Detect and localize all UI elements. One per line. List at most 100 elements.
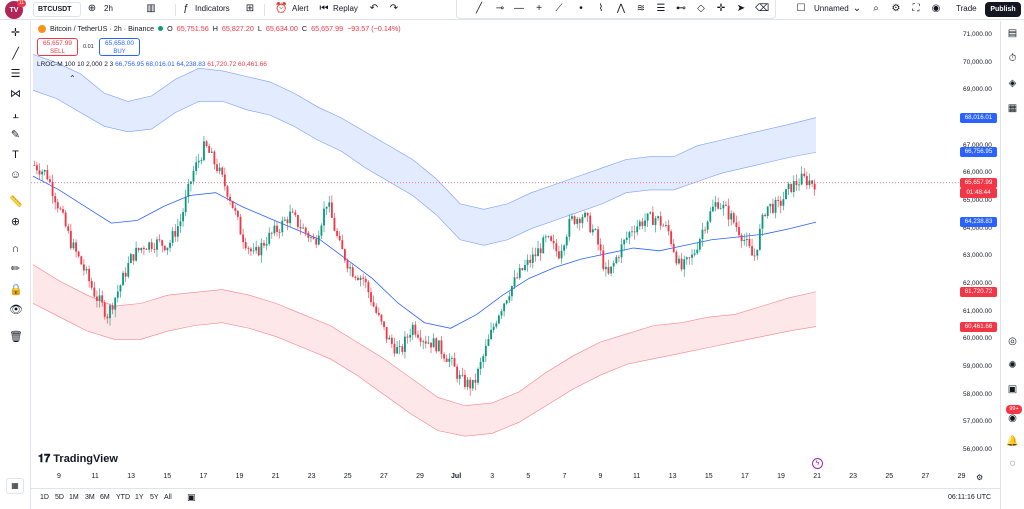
templates-icon[interactable]: ⊞ bbox=[245, 3, 255, 14]
redo-icon[interactable]: ↷ bbox=[389, 3, 399, 14]
price-chart[interactable] bbox=[31, 21, 1000, 488]
range-button-6m[interactable]: 6M bbox=[100, 494, 110, 501]
trash-icon[interactable]: 🗑 bbox=[9, 331, 23, 343]
pattern-icon[interactable]: ⋈ bbox=[10, 88, 21, 100]
broadcast-icon[interactable]: ◉ bbox=[1008, 413, 1017, 424]
indicators-icon[interactable]: ƒ bbox=[183, 3, 189, 14]
trade-button[interactable]: Trade bbox=[956, 4, 977, 13]
candle-body bbox=[717, 202, 720, 209]
target-icon[interactable]: ◎ bbox=[1008, 336, 1017, 347]
candle-body bbox=[304, 227, 307, 233]
range-button-1d[interactable]: 1D bbox=[40, 494, 49, 501]
text-icon[interactable]: T bbox=[12, 149, 19, 161]
candle-style-icon[interactable]: ▥ bbox=[146, 3, 156, 14]
alerts-clock-icon[interactable]: ⏱ bbox=[1008, 53, 1017, 64]
collapse-legend-icon[interactable]: ⌃ bbox=[69, 74, 76, 83]
range-button-all[interactable]: All bbox=[164, 494, 172, 501]
compare-add-icon[interactable]: ⊕ bbox=[87, 3, 97, 14]
help-icon[interactable]: ◌ bbox=[1009, 458, 1016, 469]
long-position-icon[interactable]: ◇ bbox=[697, 3, 705, 14]
flash-event-icon[interactable]: ϟ bbox=[812, 458, 823, 469]
horizontal-line-icon[interactable]: — bbox=[514, 3, 524, 14]
quick-search-icon[interactable]: ⌕ bbox=[873, 3, 879, 14]
clock-timezone[interactable]: 06:11:16 UTC bbox=[948, 494, 992, 501]
range-button-3m[interactable]: 3M bbox=[85, 494, 95, 501]
time-axis[interactable]: 9 11 13 15 17 19 21 23 25 27 29 Jul 3 5 7 9 11 13 15 17 19 21… bbox=[31, 470, 1000, 484]
ideas-icon[interactable]: ✺ bbox=[1008, 360, 1017, 371]
camera-icon[interactable]: ◉ bbox=[931, 3, 941, 14]
emoji-icon[interactable]: ☺ bbox=[9, 169, 22, 181]
candle-body bbox=[503, 303, 506, 312]
trend-line-icon[interactable]: ╱ bbox=[12, 48, 19, 60]
candle-body bbox=[140, 247, 143, 251]
object-tree-icon[interactable]: ▦ bbox=[6, 478, 24, 494]
chevron-down-icon[interactable]: ⌄ bbox=[852, 3, 862, 14]
replay-button[interactable]: Replay bbox=[333, 4, 358, 13]
range-button-1m[interactable]: 1M bbox=[69, 494, 79, 501]
lock-icon[interactable]: 🔒 bbox=[9, 284, 23, 296]
left-drawing-toolbar: ✛ ╱ ☰ ⋈ ⫠ ✎ T ☺ 📏 ⊕ ∩ ✏ 🔒 👁 🗑 bbox=[0, 21, 31, 509]
candle-body bbox=[213, 151, 216, 165]
alarm-clock-icon[interactable]: ⏰ bbox=[275, 3, 288, 14]
buy-button[interactable]: 65,658.00 BUY bbox=[99, 38, 140, 56]
range-button-5d[interactable]: 5D bbox=[55, 494, 64, 501]
candle-body bbox=[785, 189, 787, 200]
interval-button[interactable]: 2h bbox=[104, 4, 113, 13]
candle-body bbox=[610, 266, 613, 274]
cross-line-icon[interactable]: + bbox=[536, 3, 542, 14]
pattern-icon[interactable]: ⋀ bbox=[616, 3, 626, 14]
replay-icon[interactable]: ⏮ bbox=[319, 3, 329, 14]
path-icon[interactable]: ⌇ bbox=[598, 3, 604, 14]
candle-body bbox=[732, 213, 735, 223]
zoom-in-icon[interactable]: ⊕ bbox=[10, 216, 21, 228]
watchlist-icon[interactable]: ▤ bbox=[1007, 28, 1018, 39]
symbol-title[interactable]: Bitcoin / TetherUS · 2h · Binance bbox=[50, 24, 155, 33]
eye-icon[interactable]: 👁 bbox=[9, 304, 23, 316]
alert-button[interactable]: Alert bbox=[292, 4, 309, 13]
candle-body bbox=[257, 246, 260, 256]
horizontal-ray-icon[interactable]: ⊸ bbox=[495, 3, 505, 14]
calendar-icon[interactable]: ▦ bbox=[1007, 103, 1018, 114]
magnet-icon[interactable]: ∩ bbox=[11, 243, 20, 255]
eraser-icon[interactable]: ⌫ bbox=[755, 3, 770, 14]
pitchfork-icon[interactable]: ≋ bbox=[636, 3, 646, 14]
date-range-calendar-icon[interactable]: ▣ bbox=[187, 492, 196, 502]
fullscreen-icon[interactable]: ⛶ bbox=[912, 3, 920, 14]
fib-icon[interactable]: ☰ bbox=[10, 68, 21, 80]
ruler-icon[interactable]: 📏 bbox=[9, 196, 23, 208]
calculator-icon[interactable]: ▣ bbox=[1007, 384, 1018, 395]
range-button-1y[interactable]: 1Y bbox=[135, 494, 144, 501]
indicators-button[interactable]: Indicators bbox=[195, 4, 230, 13]
bell-icon[interactable]: 🔔 bbox=[1006, 436, 1019, 447]
lock-drawing-icon[interactable]: ✏ bbox=[10, 263, 21, 275]
undo-icon[interactable]: ↶ bbox=[369, 3, 379, 14]
candle-body bbox=[571, 216, 573, 219]
fib-retracement-icon[interactable]: ☰ bbox=[656, 3, 666, 14]
indicator-legend[interactable]: LROC-M 100 10 2,000 2 3 66,756.95 68,016… bbox=[37, 61, 267, 68]
brush-icon[interactable]: ✎ bbox=[10, 129, 21, 141]
symbol-search-button[interactable]: BTCUSDT bbox=[33, 2, 81, 17]
info-line-icon[interactable]: ⟋ bbox=[555, 3, 563, 14]
layout-checkbox-icon[interactable]: ☐ bbox=[796, 3, 806, 14]
crosshair-icon[interactable]: ✛ bbox=[10, 27, 21, 39]
price-axis[interactable]: 71,000.00 70,000.00 69,000.00 67,000.00 66,0… bbox=[960, 21, 1000, 488]
layers-icon[interactable]: ◈ bbox=[1008, 78, 1017, 89]
candle-body bbox=[615, 257, 618, 264]
crosshair-icon[interactable]: ✛ bbox=[716, 3, 726, 14]
projection-icon[interactable]: ⫠ bbox=[12, 109, 19, 121]
sell-button[interactable]: 65,657.99 SELL bbox=[37, 38, 78, 56]
candle-body bbox=[116, 291, 119, 298]
candle-body bbox=[109, 305, 111, 319]
axis-settings-icon[interactable]: ⚙ bbox=[976, 473, 984, 482]
dot-icon[interactable]: • bbox=[579, 3, 583, 14]
settings-gear-icon[interactable]: ⚙ bbox=[891, 3, 901, 14]
top-toolbar: TV 11 BTCUSDT ⊕ 2h ▥ ƒ Indicators ⊞ ⏰ Al… bbox=[0, 0, 1024, 20]
range-button-ytd[interactable]: YTD bbox=[116, 494, 130, 501]
publish-button[interactable]: Publish bbox=[985, 2, 1021, 17]
measure-icon[interactable]: ⊷ bbox=[676, 3, 686, 14]
range-button-5y[interactable]: 5Y bbox=[150, 494, 159, 501]
candle-body bbox=[511, 286, 513, 297]
trend-line-icon[interactable]: ╱ bbox=[475, 3, 483, 14]
layout-name-button[interactable]: Unnamed bbox=[814, 4, 849, 13]
cursor-icon[interactable]: ➤ bbox=[736, 3, 746, 14]
